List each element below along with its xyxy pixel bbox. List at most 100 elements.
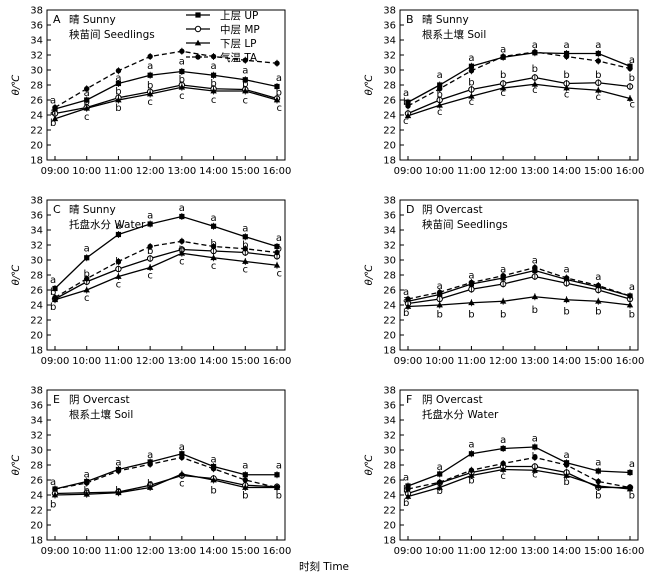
x-tick-label: 16:00 <box>616 356 645 367</box>
panel-letter: D <box>406 203 414 216</box>
significance-letter: b <box>210 238 216 249</box>
y-tick-label: 36 <box>30 401 43 412</box>
significance-letter: a <box>564 450 570 461</box>
significance-letter: b <box>210 485 216 496</box>
y-tick-label: 22 <box>30 316 43 327</box>
significance-letter: a <box>84 470 90 481</box>
significance-letter: a <box>468 271 474 282</box>
y-tick-label: 20 <box>383 331 396 342</box>
significance-letter: c <box>437 107 443 118</box>
significance-letter: b <box>50 302 56 313</box>
y-tick-label: 34 <box>383 36 396 47</box>
y-tick-label: 28 <box>383 81 396 92</box>
significance-letter: a <box>50 477 56 488</box>
legend-label-ta: 气温 TA <box>220 51 258 64</box>
y-tick-label: 24 <box>383 491 396 502</box>
lp-marker <box>194 39 202 46</box>
legend-label-up: 上层 UP <box>220 10 258 22</box>
x-tick-label: 16:00 <box>616 546 645 557</box>
x-tick-label: 13:00 <box>520 166 549 177</box>
significance-letter: a <box>50 275 56 286</box>
significance-letter: b <box>532 64 538 75</box>
significance-letter: a <box>629 282 635 293</box>
significance-letter: b <box>403 308 409 319</box>
significance-letter: b <box>115 485 121 496</box>
significance-letter: b <box>468 310 474 321</box>
series-line-mp <box>407 465 630 495</box>
x-tick-label: 10:00 <box>425 546 454 557</box>
significance-letter: a <box>403 88 409 99</box>
x-tick-label: 12:00 <box>489 356 518 367</box>
y-tick-label: 38 <box>30 196 43 207</box>
y-tick-label: 38 <box>383 6 396 17</box>
y-axis-label: θ/℃ <box>11 265 22 286</box>
y-tick-label: 38 <box>383 196 396 207</box>
significance-letter: c <box>564 90 570 101</box>
y-tick-label: 36 <box>383 21 396 32</box>
y-tick-label: 20 <box>30 331 43 342</box>
y-tick-label: 38 <box>30 386 43 397</box>
x-tick-label: 09:00 <box>394 546 423 557</box>
y-tick-label: 24 <box>383 111 396 122</box>
significance-letter: a <box>629 459 635 470</box>
significance-letter: b <box>242 79 248 90</box>
x-tick-label: 15:00 <box>584 166 613 177</box>
significance-letter: a <box>147 211 153 222</box>
significance-letter: a <box>179 203 185 214</box>
significance-letter: b <box>242 491 248 502</box>
x-tick-label: 12:00 <box>489 546 518 557</box>
significance-letter: c <box>211 95 217 106</box>
x-tick-label: 09:00 <box>394 166 423 177</box>
significance-letter: b <box>468 78 474 89</box>
series-line-mp <box>54 248 278 300</box>
y-tick-label: 34 <box>383 416 396 427</box>
ta-marker <box>195 54 201 60</box>
x-tick-label: 16:00 <box>263 546 292 557</box>
y-tick-label: 32 <box>383 431 396 442</box>
significance-letter: b <box>147 81 153 92</box>
x-tick-label: 13:00 <box>167 546 196 557</box>
significance-letter: a <box>595 40 601 51</box>
y-axis-label: θ/℃ <box>364 75 375 96</box>
significance-letter: a <box>468 440 474 451</box>
y-tick-label: 36 <box>30 211 43 222</box>
significance-letter: c <box>243 265 249 276</box>
significance-letter: b <box>629 491 635 502</box>
y-tick-label: 38 <box>30 6 43 17</box>
x-tick-label: 10:00 <box>72 546 101 557</box>
y-tick-label: 20 <box>383 141 396 152</box>
x-tick-label: 13:00 <box>167 166 196 177</box>
panel-letter: C <box>53 203 61 216</box>
x-tick-label: 14:00 <box>199 166 228 177</box>
series-line-ta <box>54 240 278 299</box>
panel-letter: F <box>406 393 412 406</box>
significance-letter: b <box>437 310 443 321</box>
x-tick-label: 15:00 <box>231 546 260 557</box>
x-tick-label: 11:00 <box>104 166 133 177</box>
significance-letter: b <box>84 97 90 108</box>
x-tick-label: 14:00 <box>552 546 581 557</box>
series-line-lp <box>407 296 631 308</box>
x-tick-label: 11:00 <box>457 166 486 177</box>
y-tick-label: 26 <box>383 286 396 297</box>
y-tick-label: 30 <box>383 66 396 77</box>
x-tick-label: 09:00 <box>41 356 70 367</box>
y-tick-label: 30 <box>30 66 43 77</box>
significance-letter: a <box>403 295 409 306</box>
series-line-ta <box>407 456 631 490</box>
significance-letter: b <box>595 307 601 318</box>
significance-letter: b <box>50 500 56 511</box>
significance-letter: b <box>403 97 409 108</box>
y-tick-label: 30 <box>30 446 43 457</box>
significance-letter: a <box>403 287 409 298</box>
panel-title-condition: 阴 Overcast <box>422 394 483 406</box>
significance-letter: c <box>403 116 409 127</box>
significance-letter: b <box>595 491 601 502</box>
y-tick-label: 18 <box>383 156 396 167</box>
significance-letter: c <box>469 97 475 108</box>
y-tick-label: 18 <box>30 346 43 357</box>
panel-title-condition: 晴 Sunny <box>69 13 116 26</box>
significance-letter: a <box>276 73 282 84</box>
significance-letter: b <box>276 244 282 255</box>
